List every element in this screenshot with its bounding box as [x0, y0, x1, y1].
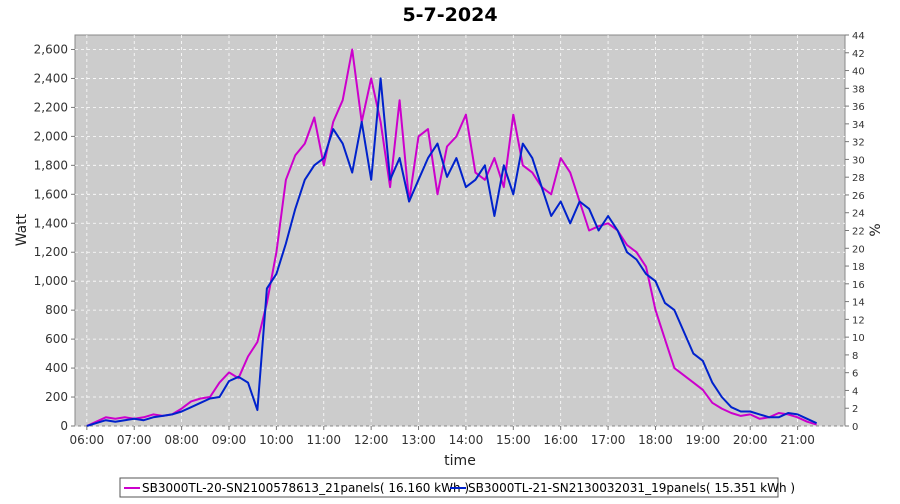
y2-tick-label: 36: [852, 102, 865, 113]
y2-tick-label: 40: [852, 67, 865, 78]
x-tick-label: 06:00: [70, 433, 105, 447]
y2-tick-label: 32: [852, 138, 865, 149]
y2-tick-label: 34: [852, 120, 865, 131]
y-tick-label: 1,400: [34, 216, 68, 230]
legend-label-series-2: SB3000TL-21-SN2130032031_19panels( 15.35…: [468, 481, 795, 495]
y-tick-label: 2,000: [34, 129, 68, 143]
y2-tick-label: 0: [852, 422, 858, 433]
x-tick-label: 11:00: [306, 433, 341, 447]
x-tick-label: 08:00: [164, 433, 199, 447]
y2-tick-label: 8: [852, 351, 858, 362]
y2-tick-label: 22: [852, 227, 865, 238]
x-tick-label: 16:00: [543, 433, 578, 447]
y-tick-label: 2,400: [34, 71, 68, 85]
y2-tick-label: 42: [852, 49, 865, 60]
y2-tick-label: 12: [852, 315, 865, 326]
y2-tick-label: 20: [852, 244, 865, 255]
series-line-2: [86, 77, 818, 427]
y-tick-label: 1,600: [34, 187, 68, 201]
chart-title: 5-7-2024: [402, 4, 497, 26]
y-tick-label: 800: [45, 303, 68, 317]
y-tick-label: 400: [45, 361, 68, 375]
x-tick-label: 14:00: [449, 433, 484, 447]
x-tick-label: 10:00: [259, 433, 294, 447]
legend-label-series-1: SB3000TL-20-SN2100578613_21panels( 16.16…: [142, 481, 469, 495]
x-tick-label: 21:00: [780, 433, 815, 447]
y-tick-label: 600: [45, 332, 68, 346]
y2-tick-label: 16: [852, 280, 865, 291]
y2-tick-label: 14: [852, 298, 865, 309]
y-tick-label: 2,600: [34, 42, 68, 56]
x-axis-label: time: [444, 453, 476, 469]
y-axis-ticks: 0 200 400 600 800 1,000 1,200 1,400 1,600 1,800 2,…: [34, 42, 75, 433]
y2-tick-label: 30: [852, 155, 865, 166]
y2-tick-label: 6: [852, 369, 858, 380]
x-tick-label: 18:00: [638, 433, 673, 447]
x-tick-label: 13:00: [401, 433, 436, 447]
legend-box: [119, 477, 779, 498]
legend: SB3000TL-20-SN2100578613_21panels( 16.16…: [119, 477, 795, 498]
y2-tick-label: 28: [852, 173, 865, 184]
x-axis-ticks: 06:00 07:00 08:00 09:00 10:00 11:00 12:00 13:00…: [70, 426, 815, 447]
series-line-1: [86, 48, 817, 427]
y-tick-label: 1,800: [34, 158, 68, 172]
y2-tick-label: 18: [852, 262, 865, 273]
y2-axis-label: %: [868, 223, 884, 236]
series-lines: [86, 48, 818, 427]
y2-tick-label: 44: [852, 31, 865, 42]
y2-tick-label: 2: [852, 404, 858, 415]
y2-tick-label: 38: [852, 84, 865, 95]
y2-tick-label: 4: [852, 386, 858, 397]
x-tick-label: 09:00: [212, 433, 247, 447]
x-tick-label: 15:00: [496, 433, 531, 447]
y-axis-label: Watt: [14, 213, 30, 246]
y2-tick-label: 10: [852, 333, 865, 344]
x-tick-label: 17:00: [591, 433, 626, 447]
y2-tick-label: 26: [852, 191, 865, 202]
y2-axis-ticks: 0246810121416182022242628303234363840424…: [845, 31, 865, 433]
y-tick-label: 1,000: [34, 274, 68, 288]
y-tick-label: 200: [45, 390, 68, 404]
plot-area: [74, 34, 846, 427]
y-tick-label: 0: [60, 419, 68, 433]
y-tick-label: 1,200: [34, 245, 68, 259]
x-tick-label: 12:00: [354, 433, 389, 447]
y2-tick-label: 24: [852, 209, 865, 220]
y-tick-label: 2,200: [34, 100, 68, 114]
x-tick-label: 19:00: [686, 433, 721, 447]
x-tick-label: 07:00: [117, 433, 152, 447]
x-tick-label: 20:00: [733, 433, 768, 447]
